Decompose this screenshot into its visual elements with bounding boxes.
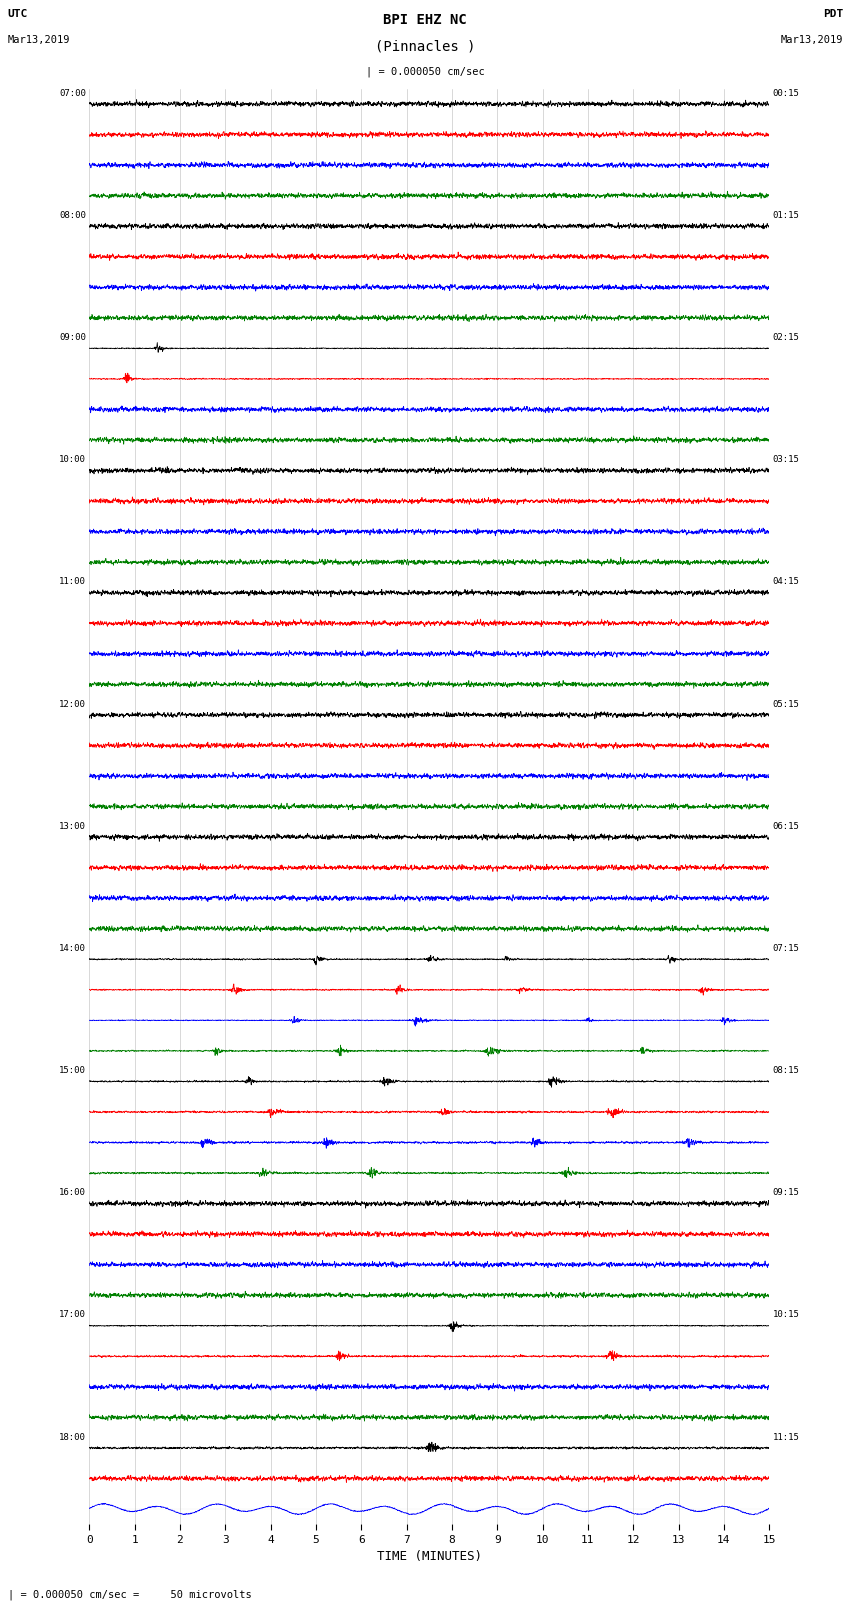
- Text: 00:15: 00:15: [773, 89, 800, 98]
- Text: 08:00: 08:00: [59, 211, 86, 219]
- Text: 06:15: 06:15: [773, 821, 800, 831]
- Text: 09:00: 09:00: [59, 332, 86, 342]
- Text: 05:15: 05:15: [773, 700, 800, 708]
- Text: 17:00: 17:00: [59, 1310, 86, 1319]
- Text: 03:15: 03:15: [773, 455, 800, 465]
- Text: 09:15: 09:15: [773, 1189, 800, 1197]
- Text: 11:15: 11:15: [773, 1432, 800, 1442]
- Text: Mar13,2019: Mar13,2019: [781, 35, 843, 45]
- Text: 01:15: 01:15: [773, 211, 800, 219]
- Text: PDT: PDT: [824, 10, 843, 19]
- Text: 18:00: 18:00: [59, 1432, 86, 1442]
- Text: UTC: UTC: [7, 10, 27, 19]
- Text: Mar13,2019: Mar13,2019: [7, 35, 70, 45]
- Text: 13:00: 13:00: [59, 821, 86, 831]
- Text: | = 0.000050 cm/sec =     50 microvolts: | = 0.000050 cm/sec = 50 microvolts: [8, 1589, 252, 1600]
- Text: | = 0.000050 cm/sec: | = 0.000050 cm/sec: [366, 66, 484, 77]
- Text: 15:00: 15:00: [59, 1066, 86, 1076]
- Text: 14:00: 14:00: [59, 944, 86, 953]
- Text: 08:15: 08:15: [773, 1066, 800, 1076]
- Text: 04:15: 04:15: [773, 577, 800, 587]
- Text: (Pinnacles ): (Pinnacles ): [375, 40, 475, 53]
- Text: 07:00: 07:00: [59, 89, 86, 98]
- Text: 07:15: 07:15: [773, 944, 800, 953]
- Text: 10:00: 10:00: [59, 455, 86, 465]
- X-axis label: TIME (MINUTES): TIME (MINUTES): [377, 1550, 482, 1563]
- Text: 12:00: 12:00: [59, 700, 86, 708]
- Text: BPI EHZ NC: BPI EHZ NC: [383, 13, 467, 27]
- Text: 02:15: 02:15: [773, 332, 800, 342]
- Text: 11:00: 11:00: [59, 577, 86, 587]
- Text: 10:15: 10:15: [773, 1310, 800, 1319]
- Text: 16:00: 16:00: [59, 1189, 86, 1197]
